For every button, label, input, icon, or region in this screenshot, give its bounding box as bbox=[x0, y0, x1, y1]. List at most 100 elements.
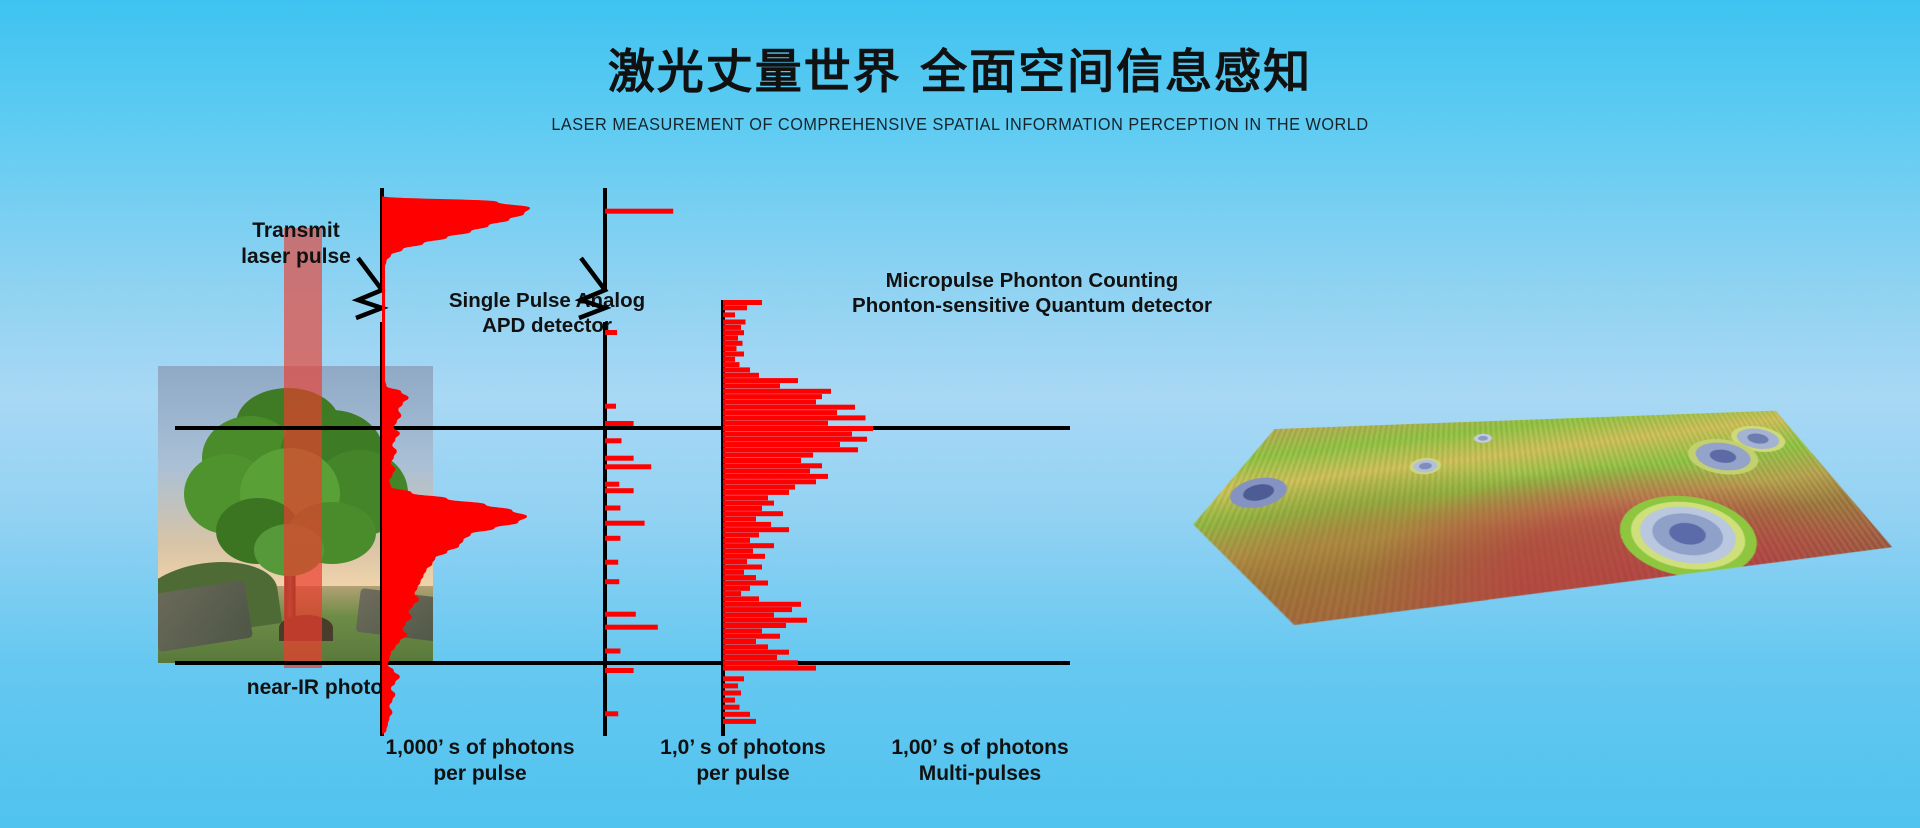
photon-return-bar bbox=[723, 479, 816, 485]
photon-return-bar bbox=[723, 500, 774, 506]
photon-return-bar bbox=[723, 426, 873, 431]
photon-return-bar bbox=[723, 372, 759, 378]
footnote-sparse-line2: per pulse bbox=[696, 761, 790, 785]
photon-return-bar bbox=[723, 447, 858, 453]
photon-return-bar bbox=[723, 394, 822, 400]
axis-sparse bbox=[574, 188, 612, 736]
photon-return-bar bbox=[605, 481, 620, 487]
photon-return-bar bbox=[605, 403, 616, 409]
photon-return-bar bbox=[605, 464, 652, 470]
photon-return-bar bbox=[723, 351, 744, 357]
photon-return-bar bbox=[723, 420, 828, 426]
photon-return-bar bbox=[723, 305, 747, 311]
photon-return-bar bbox=[723, 473, 828, 479]
photon-return-bar bbox=[605, 559, 619, 565]
photon-return-bar bbox=[723, 319, 746, 325]
photon-return-bar bbox=[723, 410, 837, 416]
detector-left-line2: APD detector bbox=[482, 314, 612, 337]
photon-return-bar bbox=[723, 458, 801, 463]
photon-return-bar bbox=[605, 648, 621, 654]
photon-return-bar bbox=[723, 300, 762, 305]
photon-return-bar bbox=[723, 660, 798, 666]
photon-return-bar bbox=[723, 639, 756, 644]
photon-return-bar bbox=[605, 488, 634, 494]
page-subtitle: LASER MEASUREMENT OF COMPREHENSIVE SPATI… bbox=[551, 114, 1369, 135]
micropulse-photon-bars bbox=[723, 300, 873, 724]
sparse-photon-bars bbox=[605, 208, 674, 717]
photon-return-bar bbox=[723, 580, 768, 586]
photon-return-bar bbox=[605, 438, 622, 444]
detector-right-line2: Phonton-sensitive Quantum detector bbox=[852, 294, 1212, 317]
photon-return-bar bbox=[723, 596, 759, 602]
photon-return-bar bbox=[723, 495, 768, 501]
photon-return-bar bbox=[723, 463, 822, 469]
photon-return-bar bbox=[723, 644, 768, 650]
near-ir-photo-caption: near-IR photo bbox=[246, 676, 384, 699]
photon-return-bar bbox=[723, 511, 783, 517]
micropulse-photon-counting-label: Micropulse Phonton Counting Phonton-sens… bbox=[820, 268, 1244, 318]
photon-return-bar bbox=[605, 611, 636, 617]
waveform-plots-svg bbox=[175, 188, 1070, 736]
photon-return-bar bbox=[723, 484, 795, 490]
photon-return-bar bbox=[723, 399, 816, 405]
photon-return-bar bbox=[723, 543, 774, 549]
footnote-analog: 1,000’ s of photons per pulse bbox=[340, 735, 620, 786]
photon-return-bar bbox=[723, 683, 738, 689]
photon-return-bar bbox=[723, 324, 741, 330]
transmit-label-line2: laser pulse bbox=[241, 244, 351, 268]
photon-return-bar bbox=[723, 548, 753, 554]
photon-return-bar bbox=[723, 367, 750, 373]
photon-return-bar bbox=[723, 628, 762, 634]
photon-return-bar bbox=[723, 591, 741, 597]
photon-return-bar bbox=[723, 532, 759, 538]
terrain-dem-surface bbox=[1144, 404, 1919, 636]
photon-return-bar bbox=[723, 711, 750, 717]
photon-return-bar bbox=[723, 452, 813, 458]
photon-return-bar bbox=[723, 383, 780, 389]
photon-return-bar bbox=[723, 676, 744, 682]
photon-return-bar bbox=[723, 436, 867, 442]
photon-return-bar bbox=[723, 564, 762, 570]
photon-return-bar bbox=[723, 559, 747, 565]
photon-return-bar bbox=[723, 388, 831, 394]
photon-return-bar bbox=[723, 468, 810, 474]
photon-return-bar bbox=[723, 569, 744, 575]
photon-return-bar bbox=[605, 668, 634, 673]
photon-return-bar bbox=[605, 520, 645, 526]
photon-return-bar bbox=[723, 330, 744, 336]
photon-return-bar bbox=[605, 505, 621, 511]
photon-return-bar bbox=[605, 455, 634, 461]
photon-return-bar bbox=[723, 690, 741, 696]
footnote-micropulse: 1,00’ s of photons Multi-pulses bbox=[850, 735, 1110, 786]
photon-return-bar bbox=[723, 704, 740, 710]
lidar-waveform-diagram: Transmit laser pulse Single Pulse Analog… bbox=[158, 188, 1212, 786]
page-title: 激光丈量世界 全面空间信息感知 bbox=[607, 45, 1313, 100]
photon-return-bar bbox=[723, 585, 750, 591]
header: 激光丈量世界 全面空间信息感知 LASER MEASUREMENT OF COM… bbox=[0, 45, 1920, 135]
transmit-laser-pulse-label: Transmit laser pulse bbox=[218, 218, 374, 269]
photon-return-bar bbox=[605, 579, 620, 585]
photon-return-bar bbox=[723, 521, 771, 527]
photon-return-bar bbox=[723, 415, 866, 421]
photon-return-bar bbox=[723, 612, 774, 618]
footnote-sparse: 1,0’ s of photons per pulse bbox=[618, 735, 868, 786]
photon-return-bar bbox=[605, 535, 621, 541]
transmit-label-line1: Transmit bbox=[252, 219, 340, 242]
footnote-analog-line2: per pulse bbox=[433, 761, 527, 785]
photon-return-bar bbox=[723, 340, 743, 346]
photon-return-bar bbox=[723, 553, 765, 559]
photon-return-bar bbox=[723, 356, 735, 362]
photon-return-bar bbox=[605, 711, 619, 717]
photon-return-bar bbox=[723, 489, 789, 495]
footnote-micropulse-line2: Multi-pulses bbox=[918, 761, 1042, 785]
photon-return-bar bbox=[723, 362, 740, 368]
photon-return-bar bbox=[723, 404, 855, 410]
photon-return-bar bbox=[723, 617, 807, 623]
photon-return-bar bbox=[723, 312, 735, 318]
photon-return-bar bbox=[723, 607, 792, 613]
photon-return-bar bbox=[723, 516, 756, 522]
photon-return-bar bbox=[605, 421, 634, 426]
footnote-micropulse-line1: 1,00’ s of photons bbox=[891, 736, 1069, 759]
photon-return-bar bbox=[723, 665, 816, 671]
axis-break-icon-sparse bbox=[574, 256, 612, 321]
